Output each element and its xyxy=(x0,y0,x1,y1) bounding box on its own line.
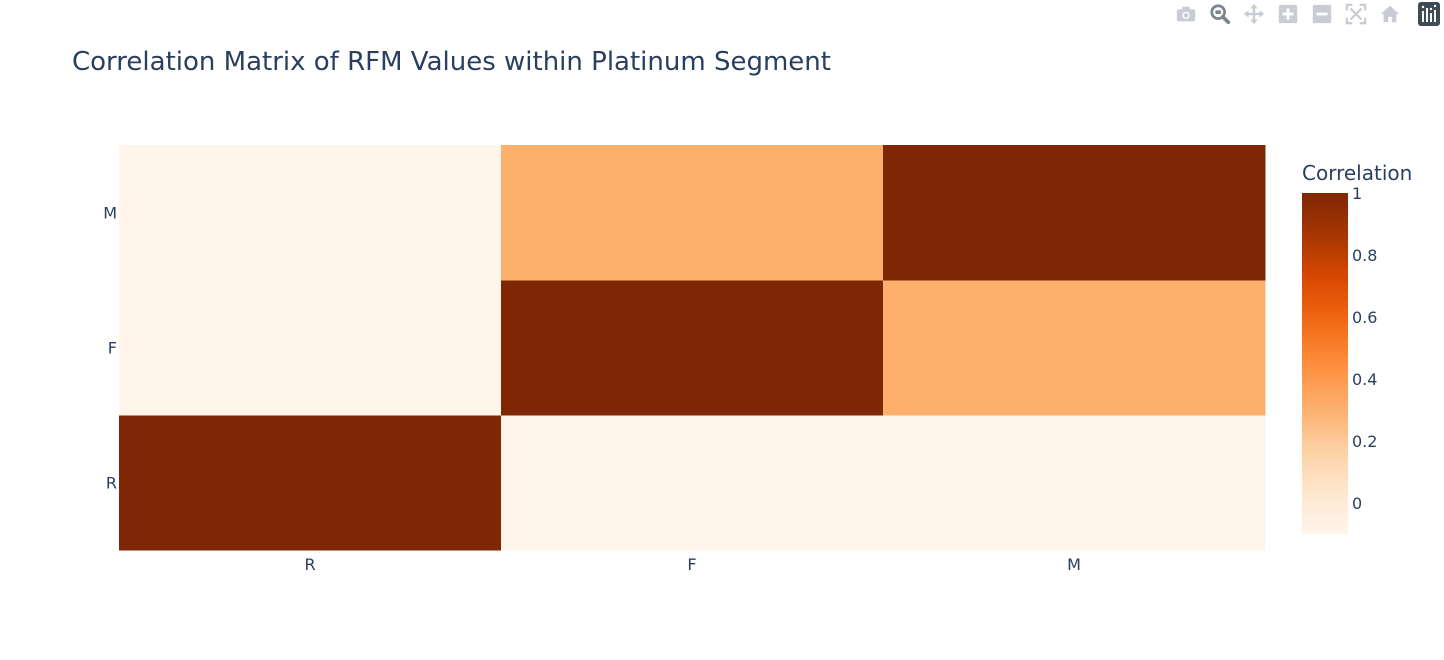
plotly-logo-icon[interactable] xyxy=(1418,2,1440,26)
colorbar-tick-label: 0 xyxy=(1352,494,1362,513)
colorbar-title: Correlation xyxy=(1302,161,1412,185)
colorbar-tick-label: 0.8 xyxy=(1352,246,1377,265)
heatmap-cell-M-F xyxy=(501,145,884,281)
colorbar-tick-label: 0.6 xyxy=(1352,308,1377,327)
camera-icon[interactable] xyxy=(1174,2,1198,26)
heatmap-cell-F-M xyxy=(883,280,1266,416)
heatmap-cell-R-F xyxy=(501,415,884,551)
heatmap-cell-R-R xyxy=(119,415,502,551)
colorbar-tick-label: 1 xyxy=(1352,184,1362,203)
y-tick-label: R xyxy=(106,474,117,493)
pan-icon[interactable] xyxy=(1242,2,1266,26)
chart-title: Correlation Matrix of RFM Values within … xyxy=(72,47,831,77)
autoscale-icon[interactable] xyxy=(1344,2,1368,26)
colorbar-tick-label: 0.2 xyxy=(1352,432,1377,451)
heatmap-cell-R-M xyxy=(883,415,1266,551)
modebar xyxy=(1164,0,1444,28)
colorbar xyxy=(1302,193,1348,534)
y-tick-label: F xyxy=(108,339,117,358)
zoom-in-icon[interactable] xyxy=(1276,2,1300,26)
zoom-icon[interactable] xyxy=(1208,2,1232,26)
zoom-out-icon[interactable] xyxy=(1310,2,1334,26)
heatmap-cell-M-R xyxy=(119,145,502,281)
x-tick-label: R xyxy=(304,555,315,574)
x-tick-label: M xyxy=(1067,555,1081,574)
heatmap-cell-F-F xyxy=(501,280,884,416)
x-tick-label: F xyxy=(687,555,696,574)
y-tick-label: M xyxy=(103,204,117,223)
home-icon[interactable] xyxy=(1378,2,1402,26)
heatmap-cell-M-M xyxy=(883,145,1266,281)
heatmap-cell-F-R xyxy=(119,280,502,416)
colorbar-tick-label: 0.4 xyxy=(1352,370,1377,389)
